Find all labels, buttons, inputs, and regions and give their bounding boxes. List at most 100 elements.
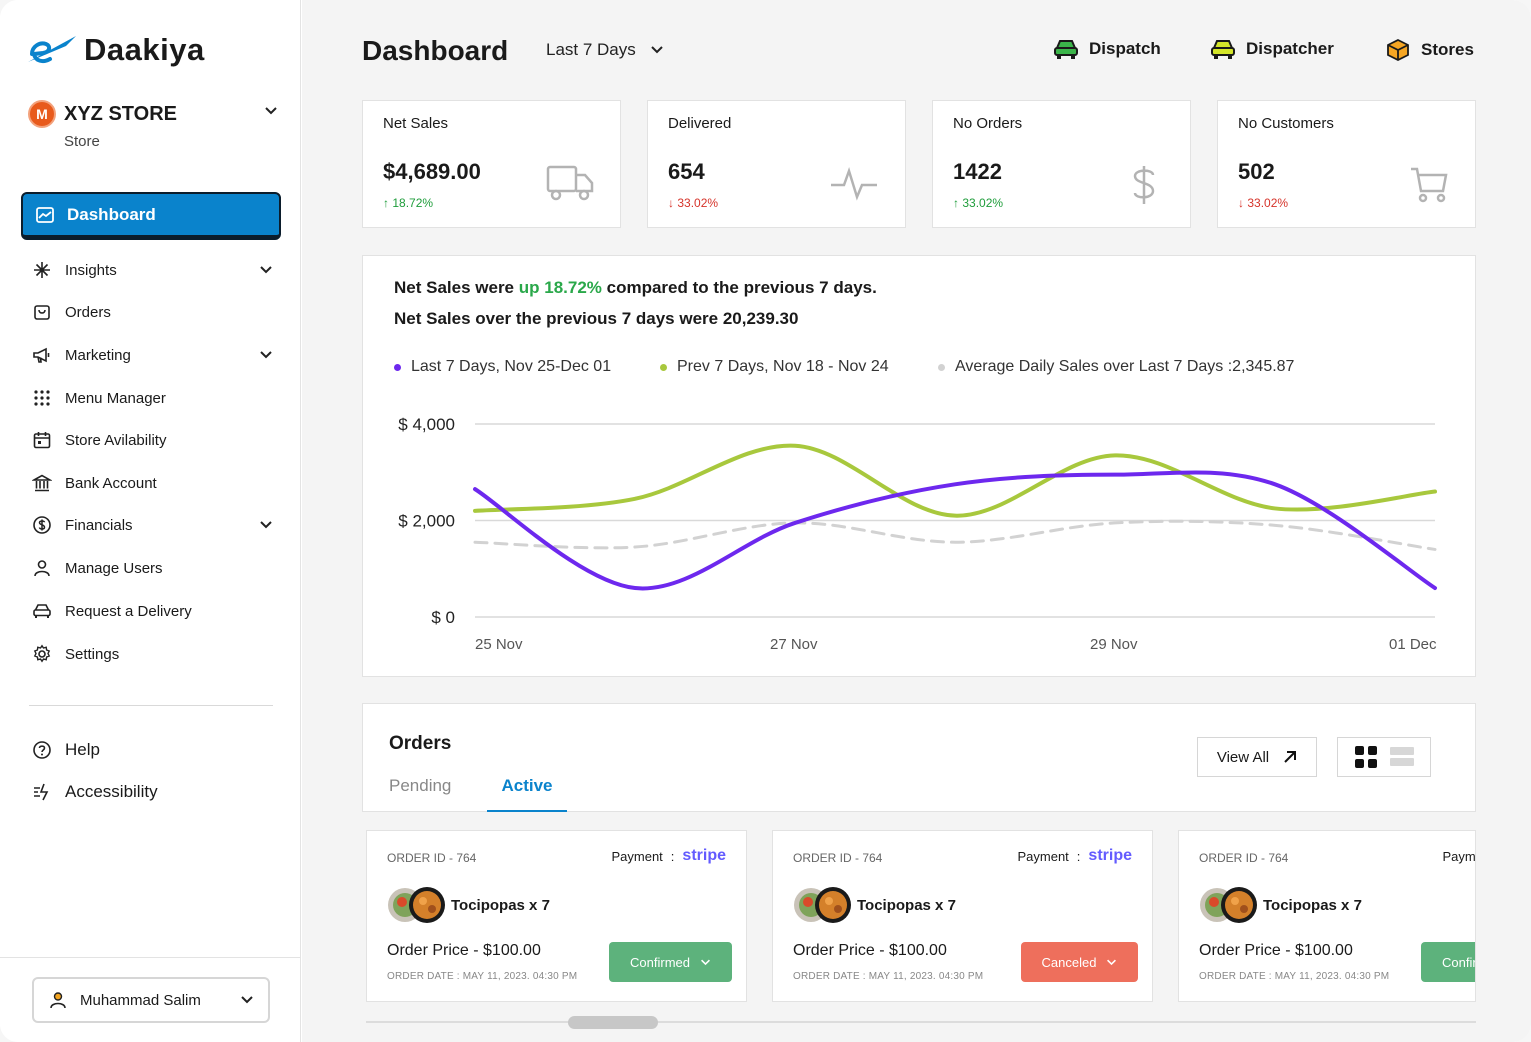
sales-summary-line2: Net Sales over the previous 7 days were … bbox=[394, 309, 799, 328]
user-icon bbox=[34, 560, 50, 577]
stat-delta-value: 33.02% bbox=[677, 196, 719, 210]
legend-item-last-7-days[interactable]: Last 7 Days, Nov 25-Dec 01 bbox=[394, 358, 611, 376]
food-thumbnail-icon bbox=[388, 887, 445, 923]
x-tick-label: 01 Dec bbox=[1389, 636, 1437, 653]
store-switcher[interactable]: M XYZ STORE Store bbox=[28, 100, 278, 156]
brand-logo[interactable]: Daakiya bbox=[26, 32, 205, 68]
sidebar-item-orders[interactable]: Orders bbox=[32, 297, 277, 327]
sidebar-item-request-a-delivery[interactable]: Request a Delivery bbox=[32, 596, 277, 626]
order-price: Order Price - $100.00 bbox=[387, 942, 541, 959]
horizontal-scrollbar-thumb[interactable] bbox=[568, 1016, 658, 1029]
dispatcher-link[interactable]: Dispatcher bbox=[1210, 38, 1334, 60]
stat-card-net-sales[interactable]: Net Sales $4,689.00 ↑ 18.72% bbox=[362, 100, 621, 228]
order-item-name: Tocipopas x 7 bbox=[857, 896, 956, 914]
legend-item-average[interactable]: Average Daily Sales over Last 7 Days :2,… bbox=[938, 358, 1294, 376]
status-dropdown[interactable]: Canceled bbox=[1021, 942, 1138, 982]
sidebar-item-label: Request a Delivery bbox=[65, 602, 192, 620]
sidebar-item-menu-manager[interactable]: Menu Manager bbox=[32, 383, 277, 413]
order-id: ORDER ID - 764 bbox=[793, 851, 883, 865]
orders-title: Orders bbox=[389, 733, 452, 754]
grid-dots-icon bbox=[34, 390, 50, 406]
chevron-down-icon bbox=[1107, 959, 1117, 965]
order-item: Tocipopas x 7 bbox=[387, 885, 550, 925]
summary-text: compared to the previous 7 days. bbox=[601, 278, 877, 297]
chevron-down-icon bbox=[241, 996, 253, 1004]
food-thumbnail-icon bbox=[794, 887, 851, 923]
legend-swatch bbox=[394, 363, 401, 371]
sidebar-item-manage-users[interactable]: Manage Users bbox=[32, 553, 277, 583]
user-menu[interactable]: Muhammad Salim bbox=[32, 977, 270, 1023]
dispatch-link[interactable]: Dispatch bbox=[1053, 38, 1161, 60]
bank-icon bbox=[32, 474, 52, 492]
payment-label: Payment bbox=[611, 848, 663, 864]
summary-text: Net Sales were bbox=[394, 278, 519, 297]
page-title: Dashboard bbox=[362, 35, 509, 66]
chevron-down-icon[interactable] bbox=[259, 263, 273, 277]
status-label: Canceled bbox=[1041, 954, 1097, 970]
help-icon bbox=[33, 741, 51, 759]
payment-separator: : bbox=[670, 848, 675, 864]
order-item-name: Tocipopas x 7 bbox=[1263, 896, 1362, 914]
chevron-down-icon[interactable] bbox=[259, 348, 273, 362]
orders-panel: Orders Pending Active View All bbox=[362, 703, 1476, 812]
view-toggle bbox=[1337, 737, 1431, 777]
dispatch-label: Dispatch bbox=[1089, 39, 1161, 58]
sparkle-icon bbox=[34, 262, 50, 278]
sidebar-item-store-avilability[interactable]: Store Avilability bbox=[32, 425, 277, 455]
order-item: Tocipopas x 7 bbox=[793, 885, 956, 925]
logo-mark-icon bbox=[28, 36, 76, 64]
payment-label: Payment bbox=[1442, 848, 1476, 864]
stat-delta-value: 18.72% bbox=[392, 196, 434, 210]
stat-delta-value: 33.02% bbox=[1247, 196, 1289, 210]
accessibility-icon bbox=[34, 783, 49, 801]
sidebar-item-help[interactable]: Help bbox=[32, 735, 277, 765]
order-item: Tocipopas x 7 bbox=[1199, 885, 1362, 925]
chevron-down-icon[interactable] bbox=[259, 518, 273, 532]
series-line-2 bbox=[473, 519, 1437, 551]
legend-item-prev-7-days[interactable]: Prev 7 Days, Nov 18 - Nov 24 bbox=[660, 358, 889, 376]
sidebar-item-insights[interactable]: Insights bbox=[32, 255, 277, 285]
stat-delta: ↑ 33.02% bbox=[953, 196, 1003, 210]
stat-label: No Orders bbox=[953, 115, 1023, 132]
list-view-icon[interactable] bbox=[1389, 746, 1415, 768]
stat-card-customers[interactable]: No Customers 502 ↓ 33.02% bbox=[1217, 100, 1476, 228]
chevron-down-icon[interactable] bbox=[264, 104, 278, 118]
sidebar-item-dashboard[interactable]: Dashboard bbox=[21, 192, 281, 240]
tab-pending[interactable]: Pending bbox=[389, 776, 452, 795]
stat-card-delivered[interactable]: Delivered 654 ↓ 33.02% bbox=[647, 100, 906, 228]
arrow-down-icon: ↓ bbox=[668, 196, 678, 210]
view-all-button[interactable]: View All bbox=[1197, 737, 1317, 777]
sidebar-item-accessibility[interactable]: Accessibility bbox=[32, 777, 277, 807]
sidebar-item-financials[interactable]: Financials bbox=[32, 510, 277, 540]
stores-link[interactable]: Stores bbox=[1385, 38, 1474, 62]
date-range-select[interactable]: Last 7 Days bbox=[546, 40, 664, 60]
gear-icon bbox=[33, 644, 51, 663]
stat-delta: ↑ 18.72% bbox=[383, 196, 433, 210]
horizontal-scrollbar-track[interactable] bbox=[366, 1021, 1476, 1023]
dispatcher-label: Dispatcher bbox=[1246, 39, 1334, 58]
date-range-value: Last 7 Days bbox=[546, 40, 636, 59]
sidebar-item-marketing[interactable]: Marketing bbox=[32, 340, 277, 370]
stat-card-orders[interactable]: No Orders 1422 ↑ 33.02% bbox=[932, 100, 1191, 228]
sales-line-chart: $ 4,000 $ 2,000 $ 0 25 Nov 27 Nov 29 Nov 01 De… bbox=[398, 415, 1437, 653]
stat-value: $4,689.00 bbox=[383, 159, 481, 184]
sidebar-item-label: Help bbox=[65, 740, 100, 759]
status-dropdown[interactable]: Confirmed bbox=[609, 942, 732, 982]
order-date: ORDER DATE : MAY 11, 2023. 04:30 PM bbox=[1199, 971, 1390, 982]
stripe-logo: stripe bbox=[682, 847, 726, 864]
stat-delta: ↓ 33.02% bbox=[668, 196, 718, 210]
status-dropdown[interactable]: Confirmed bbox=[1421, 942, 1475, 982]
tab-active[interactable]: Active bbox=[501, 776, 553, 795]
stat-delta-value: 33.02% bbox=[962, 196, 1004, 210]
grid-view-icon[interactable] bbox=[1354, 745, 1378, 769]
y-tick-label: $ 2,000 bbox=[398, 512, 455, 531]
sidebar: Daakiya M XYZ STORE Store Dashboard Insi… bbox=[0, 0, 301, 1042]
sidebar-item-bank-account[interactable]: Bank Account bbox=[32, 468, 277, 498]
sales-chart-card: Net Sales were up 18.72% compared to the… bbox=[362, 255, 1476, 677]
sidebar-item-settings[interactable]: Settings bbox=[32, 639, 277, 669]
arrow-down-icon: ↓ bbox=[1238, 196, 1248, 210]
arrow-up-right-icon bbox=[1284, 751, 1297, 763]
